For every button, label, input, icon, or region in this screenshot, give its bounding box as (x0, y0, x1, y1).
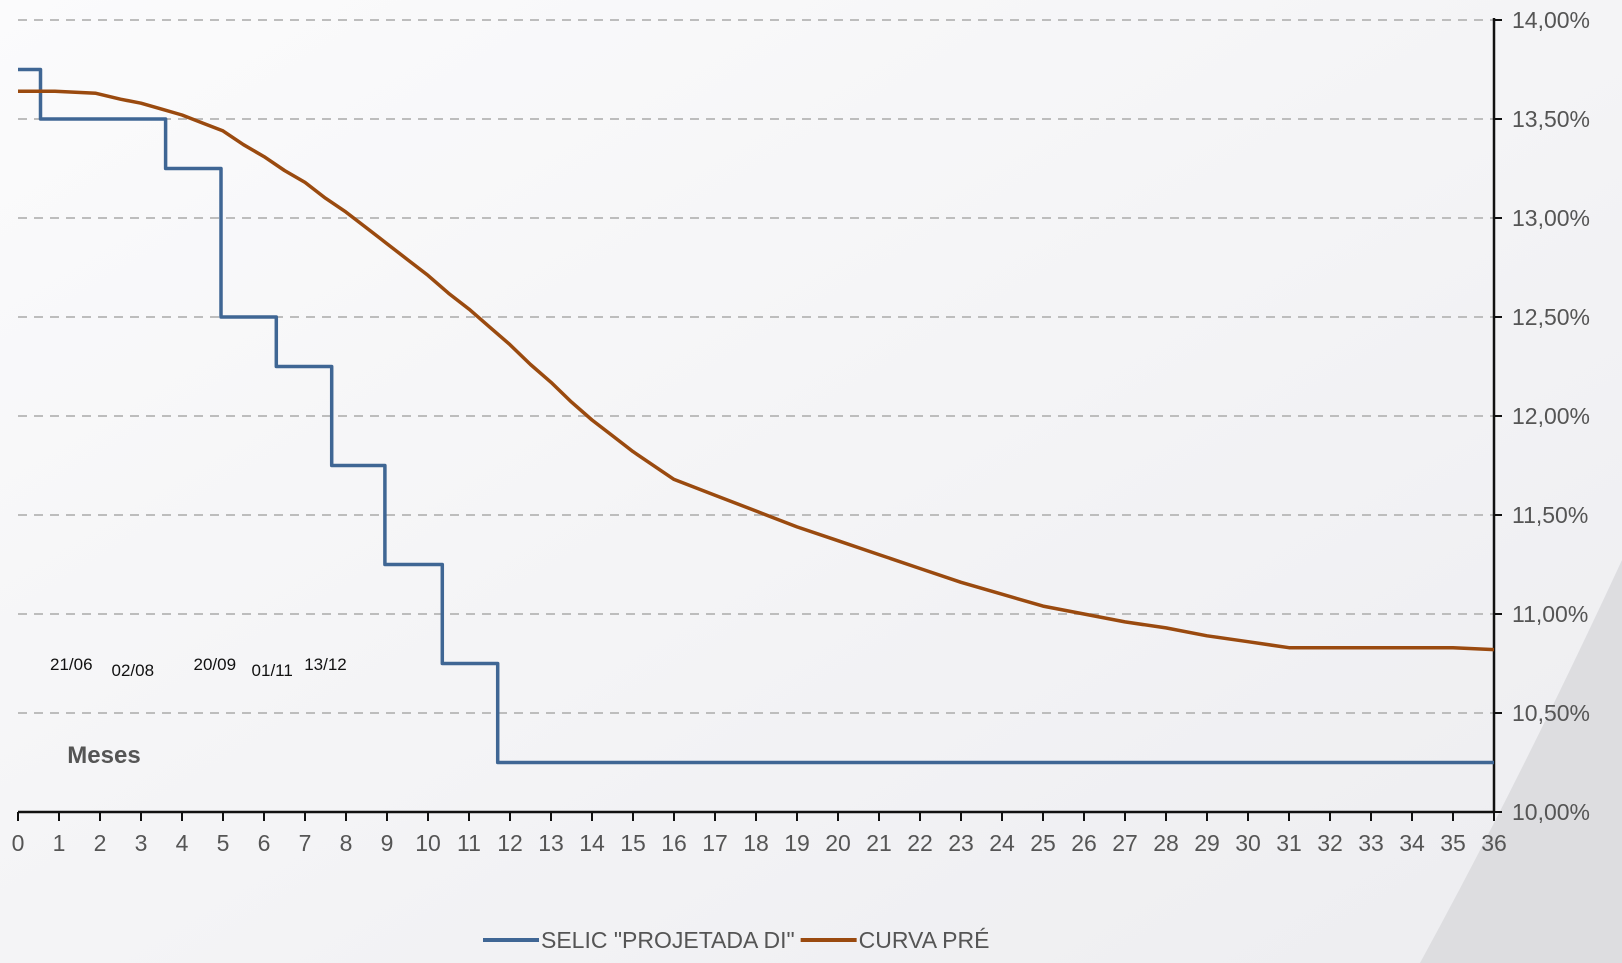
y-tick-label: 14,00% (1512, 7, 1590, 33)
series-lines (18, 67, 1495, 765)
x-tick-label: 14 (579, 830, 605, 856)
date-annotation: 01/11 (252, 661, 293, 680)
x-tick-label: 19 (784, 830, 810, 856)
date-annotation: 13/12 (304, 655, 347, 674)
x-tick-label: 23 (948, 830, 974, 856)
y-tick-label: 11,50% (1512, 502, 1588, 528)
x-tick-label: 17 (702, 830, 728, 856)
y-tick-label: 13,50% (1512, 106, 1590, 132)
x-tick-label: 8 (340, 830, 353, 856)
legend-label: CURVA PRÉ (859, 927, 990, 953)
x-tick-label: 12 (497, 830, 523, 856)
x-tick-label: 27 (1112, 830, 1138, 856)
y-tick-label: 10,00% (1512, 799, 1590, 825)
x-tick-label: 7 (299, 830, 312, 856)
x-tick-label: 11 (457, 830, 481, 856)
y-tick-label: 11,00% (1512, 601, 1588, 627)
x-tick-label: 29 (1194, 830, 1220, 856)
y-tick-label: 12,50% (1512, 304, 1590, 330)
y-tick-label: 12,00% (1512, 403, 1590, 429)
x-axis-label: Meses (67, 742, 140, 769)
x-tick-label: 1 (53, 830, 66, 856)
x-tick-label: 3 (135, 830, 148, 856)
x-tick-label: 10 (415, 830, 441, 856)
legend-label: SELIC "PROJETADA DI" (541, 927, 795, 953)
x-tick-label: 26 (1071, 830, 1097, 856)
x-tick-label: 15 (620, 830, 646, 856)
y-tick-label: 13,00% (1512, 205, 1590, 231)
series-line-1 (18, 67, 1494, 765)
legend: SELIC "PROJETADA DI" CURVA PRÉ (483, 927, 989, 953)
x-tick-label: 36 (1481, 830, 1507, 856)
x-tick-label: 32 (1317, 830, 1343, 856)
x-tick-label: 18 (743, 830, 769, 856)
x-tick-label: 6 (258, 830, 271, 856)
background-swoosh (1420, 560, 1622, 963)
x-tick-label: 33 (1358, 830, 1384, 856)
date-annotations: 21/06 02/08 20/09 01/11 13/12 (50, 655, 347, 680)
series-line-2 (18, 89, 1495, 652)
x-tick-label: 30 (1235, 830, 1261, 856)
axes: 10,00% 10,50% 11,00% 11,50% 12,00% 12,50% 13,0… (12, 7, 1590, 856)
x-tick-label: 31 (1276, 830, 1302, 856)
date-annotation: 20/09 (194, 655, 237, 674)
date-annotation: 21/06 (50, 655, 93, 674)
x-tick-label: 25 (1030, 830, 1056, 856)
y-tick-label: 10,50% (1512, 700, 1590, 726)
x-tick-label: 16 (661, 830, 687, 856)
x-tick-label: 24 (989, 830, 1015, 856)
x-tick-label: 35 (1440, 830, 1466, 856)
x-tick-label: 34 (1399, 830, 1425, 856)
x-tick-label: 4 (176, 830, 189, 856)
x-tick-label: 13 (538, 830, 564, 856)
x-tick-label: 9 (381, 830, 394, 856)
x-tick-label: 2 (94, 830, 107, 856)
x-tick-label: 0 (12, 830, 25, 856)
x-tick-label: 5 (217, 830, 230, 856)
x-tick-label: 22 (907, 830, 933, 856)
x-tick-label: 20 (825, 830, 851, 856)
date-annotation: 02/08 (112, 661, 155, 680)
x-tick-label: 28 (1153, 830, 1179, 856)
x-tick-label: 21 (866, 830, 892, 856)
